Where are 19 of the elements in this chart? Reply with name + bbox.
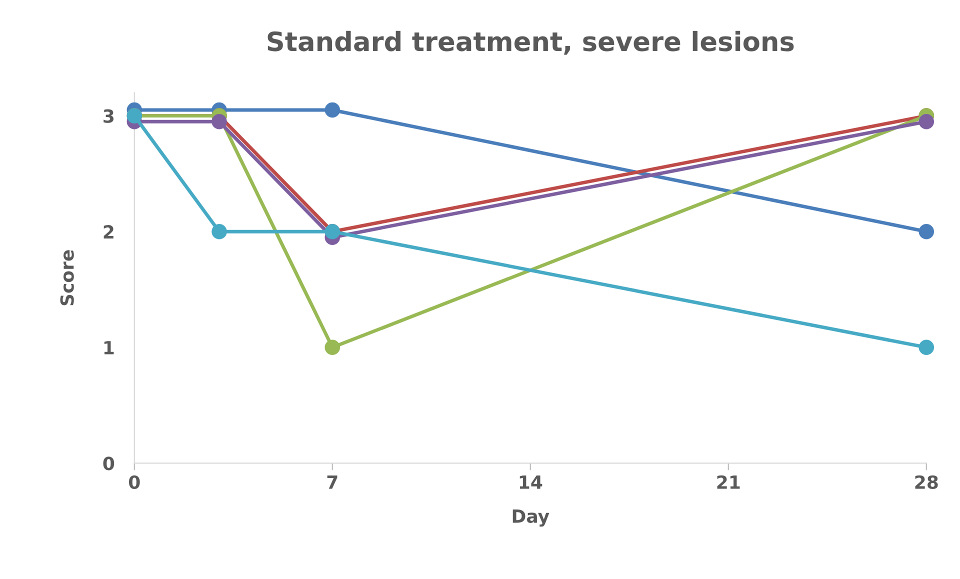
point: [918, 340, 934, 356]
x-tick-label: 28: [915, 475, 938, 489]
point: [918, 114, 934, 130]
point: [918, 224, 934, 240]
y-tick-label: 0: [103, 456, 114, 470]
point: [212, 114, 227, 130]
x-tick-label: 0: [128, 475, 140, 489]
x-tick-label: 14: [520, 476, 542, 489]
x-tick-label: 21: [717, 475, 740, 489]
point: [324, 102, 340, 118]
y-tick-label: 2: [104, 225, 114, 238]
y-tick-label: 3: [104, 109, 114, 123]
point: [212, 224, 227, 240]
y-axis-title: Score: [60, 250, 74, 306]
point: [324, 340, 340, 356]
x-axis-title: Day: [512, 510, 550, 527]
chart-title: Standard treatment, severe lesions: [268, 30, 794, 55]
y-tick-label: 1: [104, 341, 114, 354]
x-tick-label: 7: [327, 476, 338, 489]
